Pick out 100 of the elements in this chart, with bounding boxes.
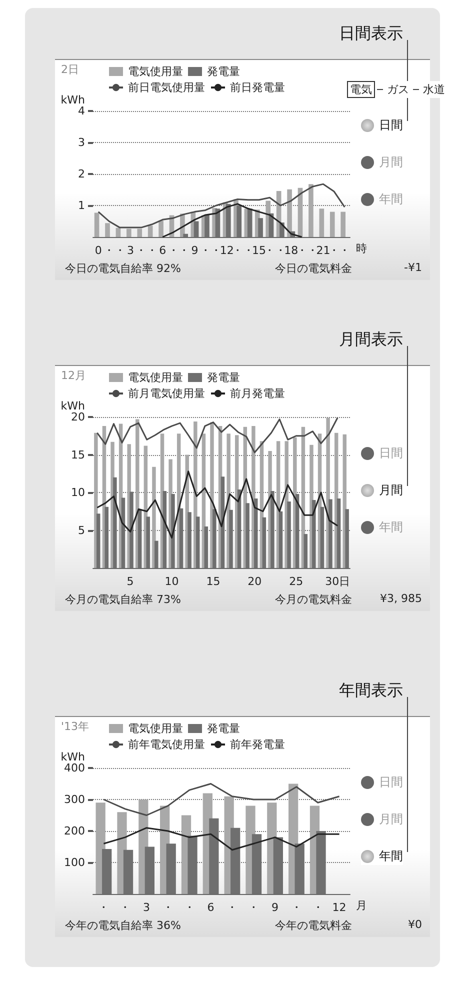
- x-tick-label: ・: [307, 244, 318, 257]
- y-tick-label: 1: [78, 199, 85, 212]
- x-tick-label: ・: [146, 244, 158, 257]
- chart-subtitle: '13年: [61, 719, 90, 734]
- bar: [158, 220, 164, 237]
- bar: [94, 212, 100, 237]
- x-tick-label: 18: [284, 244, 298, 257]
- y-tick-label: 200: [64, 824, 85, 838]
- bar: [340, 212, 346, 237]
- chart-title: 月間表示: [339, 330, 403, 348]
- x-tick-label: 3: [126, 244, 134, 257]
- legend-label: 電気使用量: [128, 371, 183, 384]
- x-tick-label: 15: [206, 575, 220, 588]
- x-tick-label: ・: [120, 901, 131, 914]
- text: 年間: [379, 848, 403, 865]
- x-tick-label: ・: [200, 244, 211, 257]
- x-tick-label: ・: [114, 244, 126, 257]
- text: ¥0: [407, 918, 422, 933]
- y-tick-label: 4: [78, 104, 85, 118]
- x-tick-label: ・: [178, 244, 190, 257]
- x-tick-label: ・: [274, 244, 286, 257]
- line-series: [98, 183, 346, 228]
- text: 今年の電気料金: [275, 918, 352, 933]
- chart-subtitle: 2日: [61, 62, 79, 77]
- text: 月間: [379, 811, 403, 828]
- text: 日間: [379, 117, 403, 134]
- text: 年間: [379, 191, 403, 208]
- y-tick-label: 2: [78, 168, 85, 180]
- text: 今日の電気料金: [275, 261, 352, 276]
- bar: [126, 228, 132, 237]
- text: 水道: [422, 82, 446, 97]
- x-tick-label: ・: [104, 244, 115, 257]
- y-axis-title: kWh: [60, 94, 86, 107]
- chart-title: 年間表示: [339, 680, 403, 700]
- x-tick-label: ・: [232, 244, 244, 257]
- x-tick-label: 20: [248, 575, 262, 588]
- x-tick-label: 21: [316, 244, 330, 257]
- text: 月間: [379, 482, 403, 499]
- text: 今月の電気料金: [275, 592, 352, 607]
- y-tick-label: 3: [78, 136, 85, 149]
- y-tick-label: 400: [64, 762, 85, 774]
- y-axis-title: kWh: [60, 400, 86, 413]
- x-tick-label: ・: [242, 244, 254, 257]
- x-tick-label: ・: [290, 901, 302, 914]
- legend-label: 発電量: [207, 65, 240, 78]
- line-series: [102, 783, 340, 816]
- x-tick-label: 6: [159, 244, 166, 257]
- text: 今月の電気自給率 73%: [65, 592, 182, 607]
- chart-title: 日間表示: [339, 24, 403, 42]
- x-tick-label: 6: [207, 901, 214, 914]
- line-series: [102, 827, 340, 851]
- line-series: [96, 417, 338, 454]
- x-tick-label: ・: [248, 901, 260, 914]
- x-tick-label: 25: [289, 575, 304, 588]
- legend-label: 発電量: [207, 722, 240, 735]
- x-tick-label: 5: [126, 575, 134, 588]
- x-tick-label: 10: [164, 575, 179, 588]
- y-tick-label: 15: [71, 448, 85, 462]
- text: 月間: [379, 154, 403, 171]
- legend-label: 前年発電量: [230, 738, 285, 751]
- x-tick-label: 15: [252, 244, 266, 257]
- y-tick-label: 10: [71, 486, 85, 499]
- bar: [308, 184, 314, 237]
- x-tick-label: ・: [226, 901, 238, 914]
- text: ガス: [386, 82, 410, 97]
- y-tick-label: 300: [64, 793, 85, 806]
- bar: [137, 228, 142, 237]
- x-tick-label: ・: [264, 244, 276, 257]
- y-axis-title: kWh: [60, 750, 86, 764]
- x-tick-label: 12: [220, 244, 234, 257]
- x-tick-label: 3: [143, 901, 150, 914]
- x-tick-label: ・: [339, 244, 350, 257]
- legend-label: 前月電気使用量: [128, 387, 205, 400]
- y-tick-label: 20: [71, 410, 85, 424]
- text: -¥1: [403, 261, 422, 276]
- x-tick-label: 12: [332, 901, 346, 914]
- bar: [105, 223, 110, 237]
- bar: [116, 228, 121, 237]
- line-series: [162, 203, 303, 238]
- legend-label: 電気使用量: [128, 722, 183, 735]
- line-series: [96, 470, 338, 539]
- text: 今日の電気自給率 92%: [65, 261, 182, 276]
- legend-label: 前年電気使用量: [128, 738, 205, 751]
- y-tick-label: 5: [78, 524, 85, 537]
- x-tick-label: 9: [191, 244, 198, 257]
- legend-label: 前月発電量: [230, 387, 285, 400]
- bar: [330, 212, 335, 237]
- x-tick-label: ・: [168, 244, 179, 257]
- x-tick-label: 9: [272, 901, 279, 914]
- text: 年間: [379, 519, 403, 536]
- bar: [148, 226, 153, 237]
- x-tick-label: 30日: [325, 575, 350, 588]
- x-tick-label: ・: [136, 244, 147, 257]
- legend-label: 前日電気使用量: [128, 81, 205, 94]
- y-tick-label: 100: [64, 856, 85, 869]
- chart-subtitle: 12月: [61, 368, 86, 383]
- x-tick-label: ・: [162, 901, 174, 914]
- x-tick-label: ・: [98, 901, 110, 914]
- x-tick-label: ・: [328, 244, 340, 257]
- text: 電気: [347, 81, 375, 98]
